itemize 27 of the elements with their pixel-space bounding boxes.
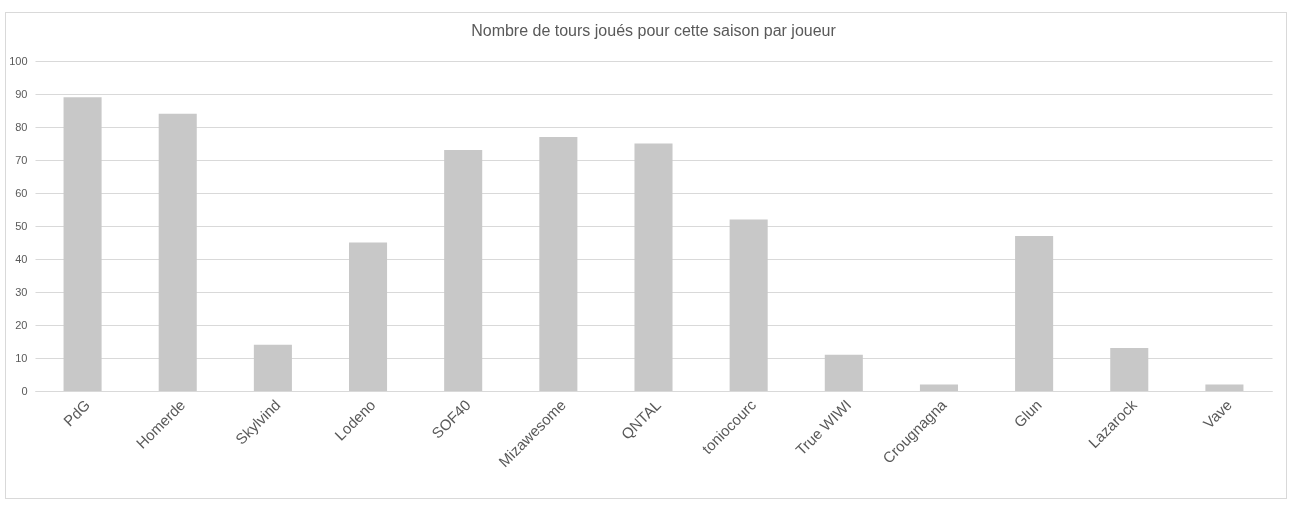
y-tick-label: 40 bbox=[15, 252, 28, 265]
y-tick-label: 100 bbox=[9, 54, 28, 67]
bar bbox=[444, 150, 483, 391]
bar bbox=[1110, 348, 1149, 391]
y-tick-label: 60 bbox=[15, 186, 28, 199]
bar bbox=[539, 136, 578, 391]
bar bbox=[634, 143, 673, 391]
y-tick-label: 80 bbox=[15, 120, 28, 133]
y-tick-label: 0 bbox=[21, 384, 28, 397]
bar bbox=[729, 219, 768, 391]
bar bbox=[253, 344, 292, 391]
y-tick-label: 30 bbox=[15, 285, 28, 298]
bar bbox=[158, 113, 197, 391]
bar bbox=[1205, 384, 1244, 391]
x-tick-label: Vave bbox=[1199, 396, 1236, 432]
bar bbox=[349, 242, 388, 391]
bar bbox=[824, 354, 863, 391]
y-tick-label: 70 bbox=[15, 153, 28, 166]
bar bbox=[63, 97, 102, 391]
bar bbox=[1015, 235, 1054, 391]
x-tick-label: Glun bbox=[1010, 396, 1045, 431]
y-tick-label: 10 bbox=[15, 351, 28, 364]
y-tick-label: 90 bbox=[15, 87, 28, 100]
y-tick-label: 50 bbox=[15, 219, 28, 232]
chart-title: Nombre de tours joués pour cette saison par joueur bbox=[471, 22, 837, 39]
y-tick-label: 20 bbox=[15, 318, 28, 331]
bar bbox=[919, 384, 958, 391]
